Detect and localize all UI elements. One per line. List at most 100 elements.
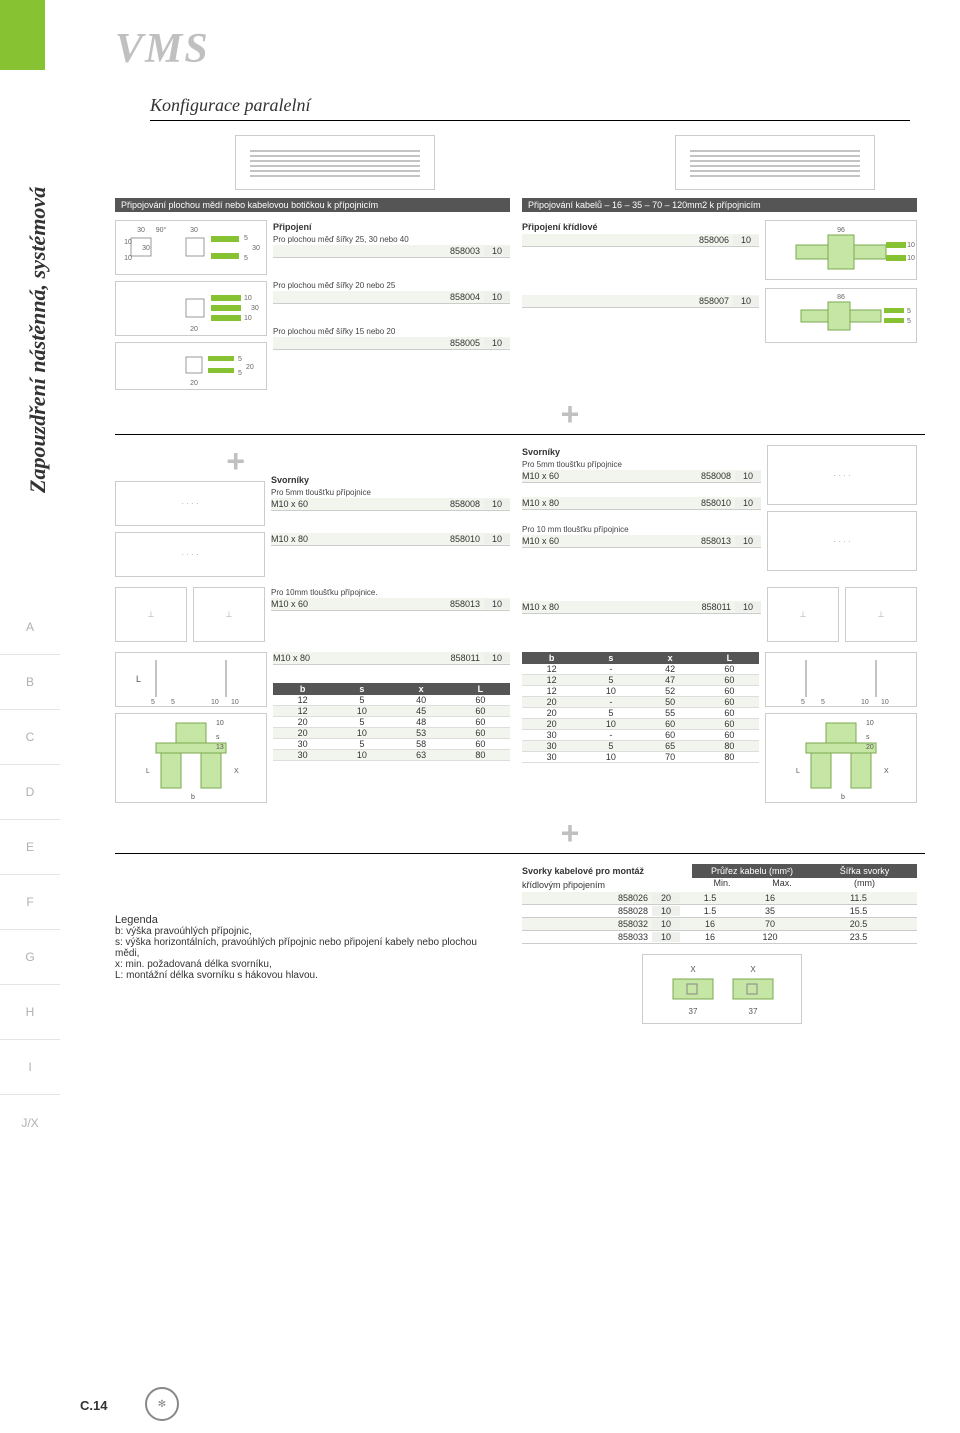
table-row: 20105360 <box>273 728 510 739</box>
cell: 60 <box>451 739 510 750</box>
stud-sketch: ⊥ <box>115 587 187 642</box>
code-row: 85800410 <box>273 291 510 304</box>
col-max: Max. <box>752 878 812 888</box>
col-area-text: Průřez kabelu (mm²) <box>711 866 793 876</box>
cell: 80 <box>451 750 510 761</box>
cell: - <box>581 697 640 708</box>
max: 35 <box>740 906 800 916</box>
svg-text:10: 10 <box>907 255 915 262</box>
side-tab: F <box>0 875 60 930</box>
section-side-label: Zapouzdření nástěnná, systémová <box>25 130 51 550</box>
spec: M10 x 60 <box>271 599 331 609</box>
cell: 20 <box>522 719 581 730</box>
code: 858033 <box>522 932 652 942</box>
qty: 10 <box>652 919 680 929</box>
svg-text:90°: 90° <box>156 226 167 234</box>
svg-text:86: 86 <box>837 294 845 301</box>
brand-subtitle: Konfigurace paralelní <box>150 95 311 116</box>
code-row: 85800710 <box>522 295 759 308</box>
cell: 30 <box>273 750 332 761</box>
clamp-row: 858033101612023.5 <box>522 931 917 944</box>
banner-left-text: Připojování plochou mědí nebo kabelovou … <box>121 200 378 210</box>
schematic-c: 520520 <box>115 342 267 390</box>
qty: 10 <box>484 499 510 509</box>
svg-text:10: 10 <box>231 699 239 706</box>
stud-sketch: ⊥ <box>845 587 917 642</box>
spec: M10 x 60 <box>271 499 331 509</box>
col-L: L <box>451 683 510 695</box>
bsxl-table-right: bsxL 12-426012547601210526020-5060205556… <box>522 652 759 763</box>
cell: 60 <box>641 730 700 741</box>
side-tab: A <box>0 600 60 655</box>
cell: 5 <box>332 695 391 706</box>
code-row: M10 x 6085801310 <box>271 598 510 611</box>
svg-text:5: 5 <box>244 255 248 262</box>
cell: 60 <box>700 697 759 708</box>
cell: 80 <box>700 752 759 763</box>
stud-sketch: ⊥ <box>767 587 839 642</box>
col-b: b <box>273 683 332 695</box>
cell: 50 <box>641 697 700 708</box>
svg-text:b: b <box>841 794 845 801</box>
code: 858028 <box>522 906 652 916</box>
cell: 60 <box>700 719 759 730</box>
stud-assembly-right: 10s20LXb <box>765 713 917 803</box>
side-tab: I <box>0 1040 60 1095</box>
code: 858026 <box>522 893 652 903</box>
left-group-title: Připojení <box>273 220 510 234</box>
code-row: M10 x 6085800810 <box>271 498 510 511</box>
qty: 20 <box>652 893 680 903</box>
side-tab: C <box>0 710 60 765</box>
side-tab: G <box>0 930 60 985</box>
svg-text:L: L <box>796 768 800 775</box>
qty: 10 <box>484 338 510 348</box>
code: 858006 <box>522 235 733 245</box>
qty: 10 <box>484 292 510 302</box>
cell: 60 <box>700 708 759 719</box>
cell: 10 <box>332 728 391 739</box>
qty: 10 <box>735 602 761 612</box>
svg-text:5: 5 <box>821 699 825 706</box>
svg-text:b: b <box>191 794 195 801</box>
width: 23.5 <box>800 932 917 942</box>
col-s: s <box>332 683 391 695</box>
cell: - <box>581 664 640 675</box>
side-tab: E <box>0 820 60 875</box>
spec: M10 x 60 <box>522 536 582 546</box>
cell: 52 <box>641 686 700 697</box>
cell: 10 <box>332 706 391 717</box>
cell: 60 <box>641 719 700 730</box>
clamps-title1: Svorky kabelové pro montáž <box>522 864 692 878</box>
cell: 12 <box>522 686 581 697</box>
code: 858007 <box>522 296 733 306</box>
svg-text:X: X <box>750 965 756 974</box>
stud-sketch: · · · · <box>767 445 917 505</box>
left-sub-0: Pro plochou měď šířky 25, 30 nebo 40 <box>273 234 510 245</box>
right-group-title: Připojení křídlové <box>522 220 759 234</box>
cell: 58 <box>392 739 451 750</box>
side-tab: J/X <box>0 1095 60 1150</box>
cell: 30 <box>522 730 581 741</box>
table-row: 12105260 <box>522 686 759 697</box>
table-row: 3056580 <box>522 741 759 752</box>
code: 858010 <box>582 498 735 508</box>
ge-logo-icon: ✻ <box>145 1387 179 1421</box>
busbar-diagram-right <box>675 135 875 190</box>
svg-text:5: 5 <box>244 235 248 242</box>
wing-diagram-a: 961010 <box>765 220 917 280</box>
code: 858011 <box>582 602 735 612</box>
left-sub-1: Pro plochou měď šířky 20 nebo 25 <box>273 280 510 291</box>
svg-text:30: 30 <box>190 227 198 234</box>
width: 11.5 <box>800 893 917 903</box>
cell: - <box>581 730 640 741</box>
svg-text:5: 5 <box>171 699 175 706</box>
spec: M10 x 80 <box>522 498 582 508</box>
col-x: x <box>641 652 700 664</box>
code: 858010 <box>331 534 484 544</box>
cell: 30 <box>273 739 332 750</box>
cell: 12 <box>273 695 332 706</box>
cell: 40 <box>392 695 451 706</box>
stud-sketch: · · · · <box>115 532 265 577</box>
svorniky-right-sub: Pro 5mm tloušťku přípojnice <box>522 459 761 470</box>
svg-text:5: 5 <box>238 370 242 377</box>
